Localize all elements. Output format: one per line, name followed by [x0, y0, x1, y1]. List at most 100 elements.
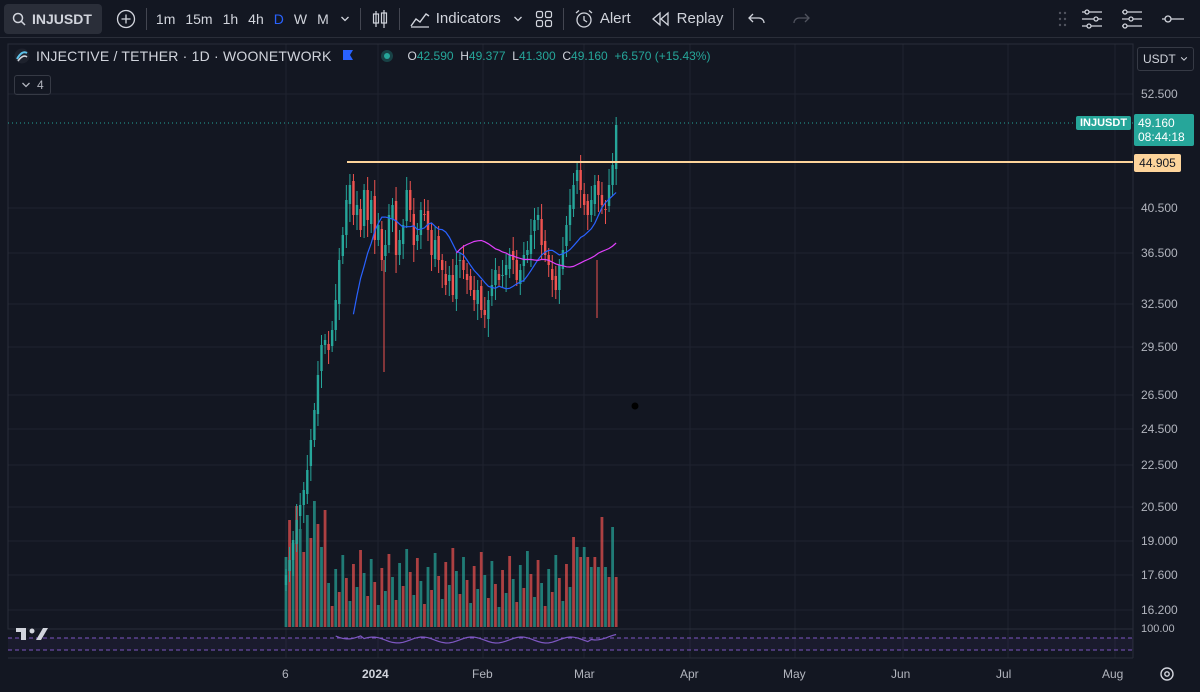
indicators-count: 4 — [37, 78, 44, 92]
symbol-search-button[interactable]: INJUSDT — [4, 3, 102, 34]
candle-body — [366, 190, 369, 220]
candle-body — [441, 260, 444, 270]
indicators-collapse-button[interactable]: 4 — [14, 75, 51, 95]
time-axis-label: May — [783, 667, 806, 681]
redo-button[interactable] — [786, 4, 816, 34]
candle-body — [341, 235, 344, 256]
alert-label: Alert — [599, 10, 631, 27]
volume-bar — [284, 557, 288, 627]
interval-4h[interactable]: 4h — [248, 10, 264, 27]
toggle-switch-button[interactable] — [1154, 4, 1192, 34]
interval-15m[interactable]: 15m — [185, 10, 213, 27]
candle-body — [611, 165, 614, 185]
object-tree-button[interactable] — [1074, 4, 1110, 34]
candle-body — [501, 275, 504, 276]
horizontal-line-price-label: 44.905 — [1134, 154, 1181, 172]
volume-bar — [469, 603, 472, 627]
time-axis-label: Apr — [680, 667, 699, 681]
candle-body — [469, 276, 472, 290]
candles — [284, 117, 618, 591]
templates-button[interactable] — [529, 4, 559, 34]
price-axis-label: 19.000 — [1141, 534, 1178, 548]
tradingview-logo[interactable] — [16, 628, 48, 640]
candle-body — [291, 540, 295, 560]
volume-bar — [540, 583, 543, 627]
volume-bar — [607, 577, 611, 627]
volume-bar — [455, 571, 458, 627]
price-chart[interactable] — [0, 38, 1200, 692]
candle-body — [554, 276, 557, 290]
candle-body — [465, 274, 469, 280]
alarm-clock-icon — [575, 9, 593, 28]
grid-icon — [535, 10, 552, 27]
volume-bar — [501, 570, 504, 627]
candle-body — [323, 340, 327, 345]
candle-body — [419, 210, 423, 235]
indicators-dropdown-button[interactable] — [507, 4, 529, 34]
candle-body — [394, 201, 398, 255]
chevron-down-icon — [22, 82, 30, 88]
low-key: L — [512, 49, 519, 63]
volume-bar — [511, 579, 515, 627]
volume-bar — [412, 595, 416, 627]
interval-w[interactable]: W — [293, 10, 308, 27]
volume-bar — [547, 569, 551, 627]
interval-1h[interactable]: 1h — [222, 10, 239, 27]
candle-body — [561, 250, 565, 269]
interval-m[interactable]: M — [317, 10, 329, 27]
time-axis-label: 2024 — [362, 667, 389, 681]
interval-d[interactable]: D — [273, 10, 284, 27]
candle-body — [306, 470, 309, 494]
price-axis-label: 40.500 — [1141, 201, 1178, 215]
redo-icon — [793, 13, 811, 23]
drag-handle-icon[interactable] — [1052, 4, 1074, 34]
candle-body — [597, 181, 600, 195]
change-value: +6.570 (+15.43%) — [614, 49, 711, 63]
candle-body — [604, 209, 607, 210]
price-axis-label: 20.500 — [1141, 500, 1178, 514]
volume-bar — [600, 517, 604, 627]
currency-selector[interactable]: USDT — [1137, 47, 1194, 71]
volume-bar — [302, 552, 306, 627]
indicators-button[interactable]: Indicators — [404, 4, 507, 34]
toggle-icon — [1162, 14, 1184, 23]
candle-body — [508, 255, 511, 269]
volume-bar — [327, 583, 330, 627]
interval-1m[interactable]: 1m — [155, 10, 176, 27]
volume-bar — [437, 576, 441, 627]
flag-icon[interactable] — [342, 49, 354, 63]
candle-body — [472, 290, 476, 300]
candle-body — [600, 195, 604, 205]
volume-bar — [426, 567, 430, 627]
volume-bar — [359, 550, 362, 627]
candle-body — [409, 190, 412, 210]
time-axis-label: 6 — [282, 667, 289, 681]
chart-settings-gear-icon[interactable] — [1160, 667, 1174, 681]
settings-sliders-button[interactable] — [1114, 4, 1150, 34]
candle-body — [387, 215, 391, 245]
symbol-title: INJECTIVE / TETHER · 1D · WOONETWORK — [36, 48, 332, 64]
candle-body — [284, 575, 288, 585]
interval-dropdown-button[interactable] — [334, 4, 356, 34]
volume-bar — [508, 556, 512, 627]
candle-body — [575, 170, 579, 181]
chart-type-button[interactable] — [365, 4, 395, 34]
chevron-down-icon — [1180, 57, 1188, 61]
candle-body — [607, 185, 611, 206]
replay-button[interactable]: Replay — [645, 4, 730, 34]
candle-body — [568, 205, 572, 225]
currency-label: USDT — [1143, 52, 1176, 66]
volume-bar — [579, 557, 583, 627]
volume-bar — [515, 602, 519, 627]
compare-symbol-button[interactable] — [110, 4, 142, 34]
candle-body — [334, 300, 337, 330]
volume-bar — [462, 557, 465, 627]
candle-body — [295, 520, 298, 544]
alert-button[interactable]: Alert — [568, 4, 637, 34]
volume-bar — [518, 565, 522, 627]
undo-button[interactable] — [742, 4, 772, 34]
price-axis-label: 16.200 — [1141, 603, 1178, 617]
candle-body — [526, 250, 529, 255]
volume-bar — [472, 566, 476, 627]
undo-icon — [748, 13, 766, 23]
